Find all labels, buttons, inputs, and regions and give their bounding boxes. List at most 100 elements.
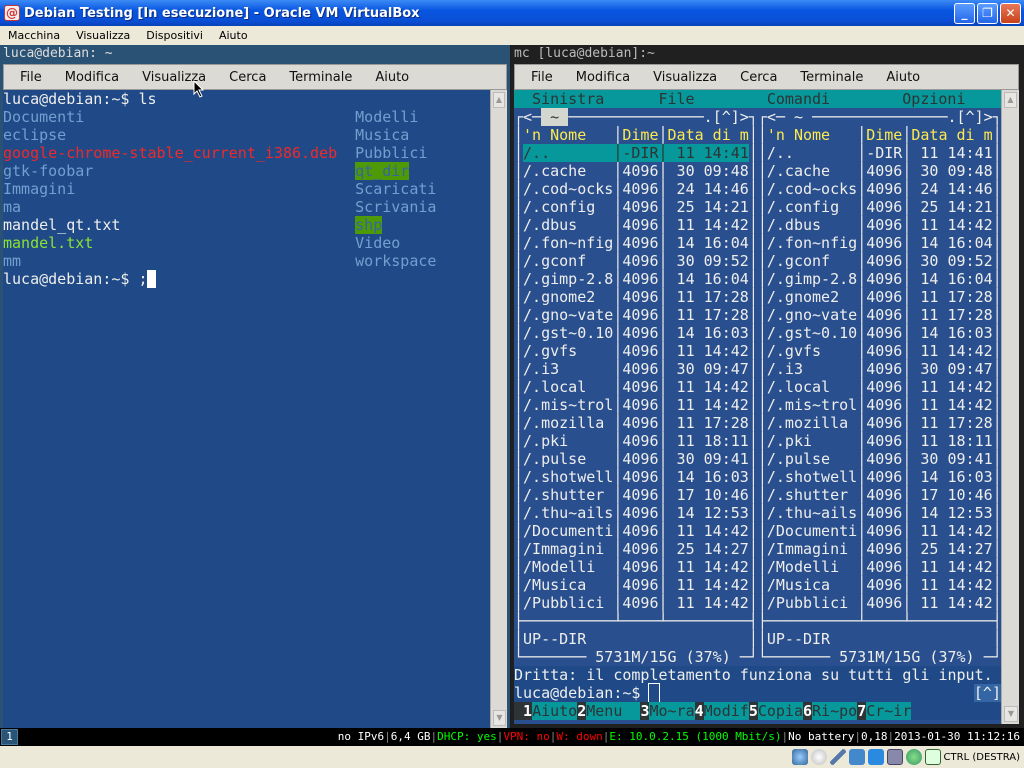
mc-text: │ [613,126,623,144]
file-name: /.gno~vate [766,306,858,324]
file-row[interactable]: │/Musica │4096│ 11 14:42││/Musica │4096│… [514,576,1001,594]
fkey-ri-po[interactable]: 6Ri~po [803,702,858,720]
menu-terminale[interactable]: Terminale [800,69,864,85]
fkey-copia[interactable]: 5Copia [748,702,803,720]
file-date: 11 14:42 [911,342,993,360]
mc-terminal-scrollbar[interactable]: ▲ ▼ [1001,90,1019,724]
mc-text: │ [514,180,524,198]
file-row[interactable]: │/.. │-DIR│ 11 14:41││/.. │-DIR│ 11 14:4… [514,144,1001,162]
scroll-down-icon[interactable]: ▼ [493,710,506,726]
file-row[interactable]: │/Pubblici │4096│ 11 14:42││/Pubblici │4… [514,594,1001,612]
mc-terminal-output[interactable]: SinistraFileComandiOpzioniDestra┌<─ ~ ──… [514,90,1001,724]
cd-icon[interactable] [810,749,827,765]
file-row[interactable]: │/.local │4096│ 11 14:42││/.local │4096│… [514,378,1001,396]
file-row[interactable]: │/Immagini │4096│ 25 14:27││/Immagini │4… [514,540,1001,558]
menu-aiuto[interactable]: Aiuto [886,69,921,85]
ls-entry: mandel_qt.txt [3,216,121,234]
file-row[interactable]: │/.cache │4096│ 30 09:48││/.cache │4096│… [514,162,1001,180]
hard-disk-icon[interactable] [791,749,808,765]
shared-folder-icon[interactable] [867,749,884,765]
file-date: 11 17:28 [667,288,749,306]
menu-aiuto[interactable]: Aiuto [218,29,248,42]
menu-visualizza[interactable]: Visualizza [76,29,131,42]
mc-text: │ [857,126,867,144]
terminal-line: ma Scrivania [3,198,490,216]
file-row[interactable]: │/.mis~trol│4096│ 11 14:42││/.mis~trol│4… [514,396,1001,414]
mc-line: │UP--DIR ││UP--DIR │ [514,630,1001,648]
file-size: 4096 [622,342,659,360]
menu-cerca[interactable]: Cerca [740,69,778,85]
mc-menu-file[interactable]: File [658,90,695,108]
ls-entry: qt_dir [355,162,410,180]
menu-dispositivi[interactable]: Dispositivi [146,29,203,42]
close-button[interactable]: ✕ [1000,3,1021,24]
scroll-down-icon[interactable]: ▼ [1004,706,1018,722]
mc-text: │ [902,360,912,378]
left-terminal-scrollbar[interactable]: ▲ ▼ [490,90,507,728]
scroll-up-icon[interactable]: ▲ [493,92,505,108]
workspace-button[interactable]: 1 [1,729,18,745]
mc-menu-opzioni[interactable]: Opzioni [902,90,966,108]
file-size: 4096 [622,468,659,486]
file-row[interactable]: │/.pulse │4096│ 30 09:41││/.pulse │4096│… [514,450,1001,468]
fkey-aiuto[interactable]: 1Aiuto [514,702,578,720]
mouse-integration-icon[interactable] [924,749,941,765]
file-row[interactable]: │/.shutter │4096│ 17 10:46││/.shutter │4… [514,486,1001,504]
file-row[interactable]: │/Modelli │4096│ 11 14:42││/Modelli │409… [514,558,1001,576]
file-row[interactable]: │/.pki │4096│ 11 18:11││/.pki │4096│ 11 … [514,432,1001,450]
menu-modifica[interactable]: Modifica [64,69,120,85]
file-size: 4096 [622,594,659,612]
mc-text: │ [613,396,623,414]
file-row[interactable]: │/.gconf │4096│ 30 09:52││/.gconf │4096│… [514,252,1001,270]
menu-visualizza[interactable]: Visualizza [142,69,207,85]
file-row[interactable]: │/.i3 │4096│ 30 09:47││/.i3 │4096│ 30 09… [514,360,1001,378]
fkey-number: 2 [577,702,587,720]
fkey-number: 1 [514,702,533,720]
file-date: 11 14:42 [667,558,749,576]
maximize-button[interactable]: ❐ [977,3,998,24]
menu-file[interactable]: File [20,69,42,85]
fkey-number: 6 [803,702,813,720]
file-row[interactable]: │/.fon~nfig│4096│ 14 16:04││/.fon~nfig│4… [514,234,1001,252]
fkey-modif[interactable]: 4Modif [694,702,749,720]
file-row[interactable]: │/.gvfs │4096│ 11 14:42││/.gvfs │4096│ 1… [514,342,1001,360]
file-row[interactable]: │/.cod~ocks│4096│ 24 14:46││/.cod~ocks│4… [514,180,1001,198]
usb-icon[interactable] [829,749,846,765]
scroll-up-icon[interactable]: ▲ [1004,92,1017,108]
file-row[interactable]: │/.gnome2 │4096│ 11 17:28││/.gnome2 │409… [514,288,1001,306]
mc-text: │ [757,558,767,576]
menu-visualizza[interactable]: Visualizza [653,69,718,85]
file-size: 4096 [866,270,903,288]
file-row[interactable]: │/.mozilla │4096│ 11 17:28││/.mozilla │4… [514,414,1001,432]
file-date: 30 09:41 [911,450,993,468]
mc-text: │ [857,144,867,162]
menu-aiuto[interactable]: Aiuto [375,69,410,85]
file-row[interactable]: │/.dbus │4096│ 11 14:42││/.dbus │4096│ 1… [514,216,1001,234]
mc-menu-sinistra[interactable]: Sinistra [532,90,605,108]
menu-cerca[interactable]: Cerca [229,69,267,85]
mc-text: │ [992,468,1001,486]
ls-entry: luca@debian:~$ ; [3,270,148,288]
menu-terminale[interactable]: Terminale [289,69,353,85]
file-row[interactable]: │/.gimp-2.8│4096│ 14 16:04││/.gimp-2.8│4… [514,270,1001,288]
mc-text: │ [857,288,867,306]
file-row[interactable]: │/.gst~0.10│4096│ 14 16:03││/.gst~0.10│4… [514,324,1001,342]
menu-macchina[interactable]: Macchina [8,29,61,42]
left-terminal-output[interactable]: luca@debian:~$ ls Documenti Modelli eclipse… [3,90,490,728]
file-row[interactable]: │/Documenti│4096│ 11 14:42││/Documenti│4… [514,522,1001,540]
file-row[interactable]: │/.config │4096│ 25 14:21││/.config │409… [514,198,1001,216]
fkey-mo-ra[interactable]: 3Mo~ra [640,702,695,720]
file-row[interactable]: │/.gno~vate│4096│ 11 17:28││/.gno~vate│4… [514,306,1001,324]
menu-file[interactable]: File [531,69,553,85]
mc-text: │ [857,414,867,432]
fkey-menu[interactable]: 2Menu [577,702,641,720]
corner-button[interactable]: [^] [973,684,1001,702]
file-row[interactable]: │/.shotwell│4096│ 14 16:03││/.shotwell│4… [514,468,1001,486]
file-row[interactable]: │/.thu~ails│4096│ 14 12:53││/.thu~ails│4… [514,504,1001,522]
minimize-button[interactable]: _ [954,3,975,24]
fkey-cr-ir[interactable]: 7Cr~ir [857,702,912,720]
mc-menu-comandi[interactable]: Comandi [766,90,831,108]
video-capture-icon[interactable] [886,749,903,765]
network-icon[interactable] [848,749,865,765]
menu-modifica[interactable]: Modifica [575,69,631,85]
